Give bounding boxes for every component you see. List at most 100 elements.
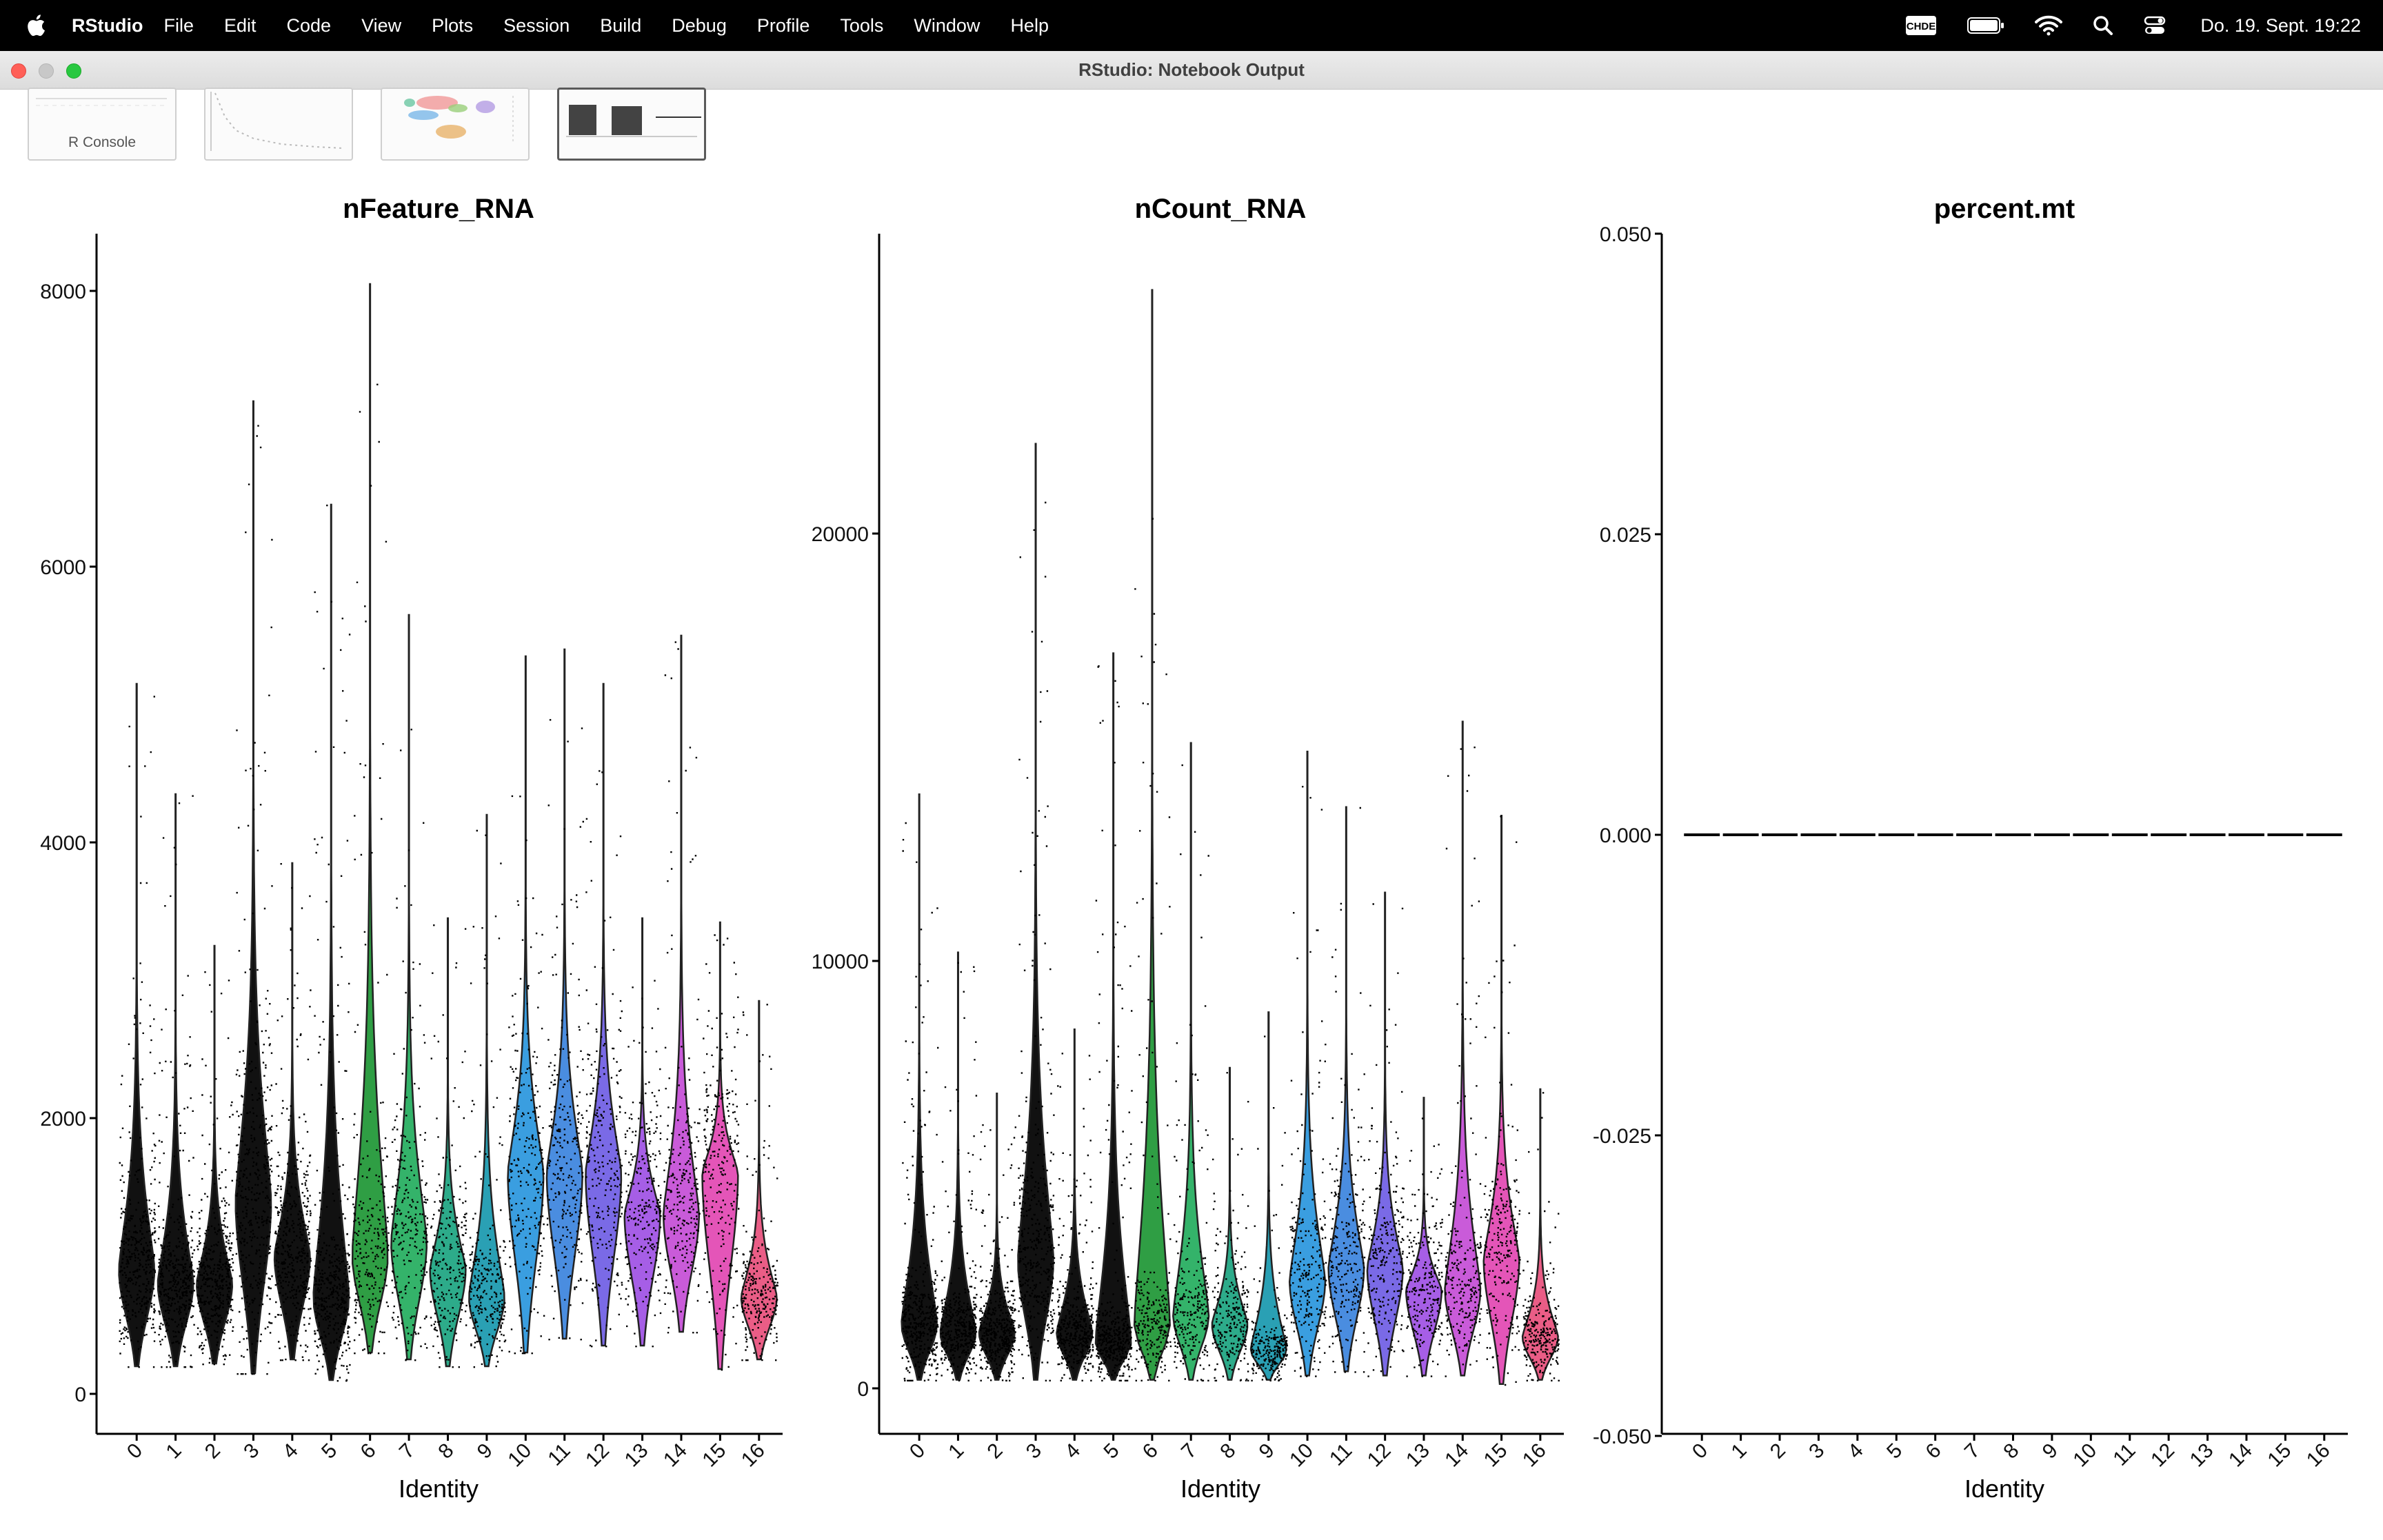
spotlight-search-icon[interactable] [2093,15,2113,36]
x-tick-label: 13 [1402,1439,1434,1472]
jitter-points [546,719,584,1341]
battery-icon[interactable] [1967,17,2004,34]
x-tick-label: 14 [2224,1439,2257,1472]
thumbnail-label: R Console [68,134,137,150]
x-tick-label: 12 [2146,1439,2179,1472]
thumbnail-console[interactable]: R Console [28,88,177,161]
x-tick-label: 6 [356,1439,380,1463]
x-tick-label: 15 [698,1439,730,1472]
thumbnail-violin-plot[interactable] [557,88,706,161]
violin-cluster-12 [585,682,623,1348]
menu-build[interactable]: Build [600,14,642,36]
y-tick-label: -0.025 [1593,1125,1651,1148]
x-tick-label: 1 [1727,1439,1751,1463]
control-center-icon[interactable] [2144,15,2166,36]
x-tick-label: 8 [1216,1439,1240,1463]
violin-preview-icon [566,105,701,137]
y-tick-label: 10000 [812,951,869,973]
x-tick-label: 11 [2109,1439,2140,1470]
apple-icon[interactable] [21,9,54,42]
console-preview-icon [36,98,167,106]
violin-body [468,813,505,1368]
violin-body [901,793,938,1381]
x-tick-label: 0 [123,1439,147,1463]
menu-app-name[interactable]: RStudio [72,14,143,36]
menubar-clock[interactable]: Do. 19. Sept. 19:22 [2200,14,2361,36]
violin-cluster-9 [468,813,507,1368]
violin-cluster-10 [507,655,545,1355]
menu-window[interactable]: Window [914,14,981,36]
x-tick-label: 3 [1804,1439,1829,1463]
x-tick-label: 12 [581,1439,614,1472]
violin-cluster-7 [1172,742,1210,1381]
violin-body [623,917,661,1347]
violin-body [939,951,977,1381]
menu-file[interactable]: File [163,14,194,36]
jitter-points [1329,807,1366,1373]
menu-view[interactable]: View [361,14,402,36]
window-close-button[interactable] [11,63,26,79]
panel-title: nCount_RNA [1135,194,1307,224]
violin-body [545,648,583,1340]
x-tick-label: 7 [1960,1439,1984,1463]
menu-debug[interactable]: Debug [672,14,727,36]
x-tick-label: 8 [1999,1439,2023,1463]
menu-bar: RStudio File Edit Code View Plots Sessio… [0,0,2383,51]
jitter-points [1173,764,1210,1381]
x-tick-label: 13 [2186,1439,2218,1472]
x-axis-title: Identity [1964,1475,2044,1503]
violin-body [1172,742,1210,1381]
violin-body [585,682,623,1347]
x-axis-title: Identity [1180,1475,1260,1503]
violin-cluster-8 [429,917,467,1368]
violin-body [701,921,739,1370]
violin-cluster-3 [1017,443,1056,1381]
violin-cluster-14 [1444,720,1482,1377]
x-tick-label: 16 [1518,1439,1551,1472]
violin-body [429,917,467,1368]
window-zoom-button[interactable] [66,63,81,79]
violin-cluster-9 [1249,1011,1288,1381]
jitter-points [978,1124,1016,1381]
violin-cluster-2 [978,1092,1016,1381]
window-minimize-button[interactable] [39,63,54,79]
violin-body [978,1092,1016,1381]
violin-body [1094,652,1132,1381]
x-tick-label: 11 [1325,1439,1356,1470]
violin-cluster-12 [1366,891,1405,1377]
y-tick-label: 0.025 [1600,524,1651,547]
input-source-icon[interactable]: CHDE [1905,15,1937,36]
x-tick-label: 12 [1363,1439,1396,1472]
menu-profile[interactable]: Profile [756,14,810,36]
menu-plots[interactable]: Plots [432,14,474,36]
menu-edit[interactable]: Edit [224,14,257,36]
umap-preview-icon [404,96,514,144]
x-tick-label: 6 [1921,1439,1945,1463]
window-title: RStudio: Notebook Output [1078,59,1305,80]
y-tick-label: 0 [74,1384,86,1406]
violin-body [196,944,234,1365]
menu-tools[interactable]: Tools [840,14,884,36]
thumbnail-umap-plot[interactable] [381,88,530,161]
violin-body [1211,1066,1249,1381]
wifi-icon[interactable] [2035,15,2063,36]
x-tick-label: 9 [1255,1439,1279,1463]
menu-code[interactable]: Code [286,14,332,36]
violin-body [1327,806,1365,1372]
x-tick-label: 3 [1022,1439,1046,1463]
y-tick-label: 0.050 [1600,223,1651,246]
violin-body [1444,720,1482,1377]
x-tick-label: 14 [1440,1439,1473,1472]
jitter-points [940,962,978,1381]
x-tick-label: 10 [503,1439,536,1472]
jitter-points [507,795,545,1355]
menu-help[interactable]: Help [1010,14,1049,36]
y-tick-label: 20000 [812,523,869,546]
x-tick-label: 4 [1844,1439,1868,1463]
violin-cluster-7 [390,614,429,1361]
menu-session[interactable]: Session [503,14,570,36]
x-tick-label: 9 [2038,1439,2062,1463]
thumbnail-elbow-plot[interactable] [204,88,353,161]
